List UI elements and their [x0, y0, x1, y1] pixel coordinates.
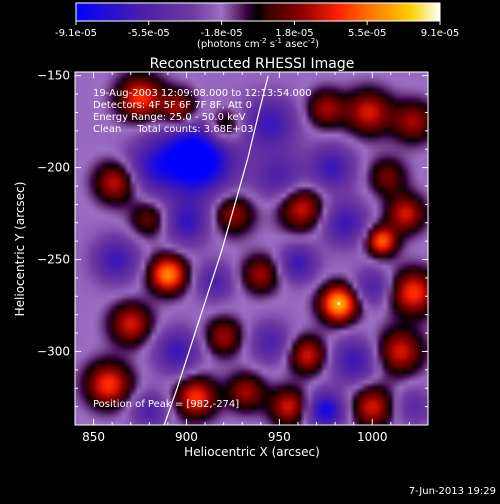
annotation-time-range: 19-Aug-2003 12:09:08.000 to 12:13:54.000	[93, 88, 312, 99]
colorbar-unit-label: (photons cm-2 s-1 asec-2)	[197, 37, 319, 50]
x-axis-label: Heliocentric X (arcsec)	[184, 445, 320, 459]
colorbar-tick-label: 9.1e-05	[421, 28, 459, 39]
y-tick-label: −250	[37, 253, 70, 267]
colorbar	[75, 2, 441, 22]
x-tick-label: 950	[268, 430, 291, 444]
colorbar-tick-label: 1.8e-05	[275, 28, 313, 39]
plot-frame	[74, 71, 429, 426]
x-tick-label: 850	[82, 430, 105, 444]
plot-timestamp: 7-Jun-2013 19:29	[409, 486, 496, 497]
y-tick-label: −150	[37, 69, 70, 83]
colorbar-ticks: -9.1e-05 -5.5e-05 -1.8e-05 1.8e-05 5.5e-05 9.…	[55, 21, 459, 39]
colorbar-tick-label: 5.5e-05	[348, 28, 386, 39]
y-axis-label: Heliocentric Y (arcsec)	[13, 182, 27, 317]
colorbar-tick-label: -9.1e-05	[55, 28, 97, 39]
colorbar-tick-label: -5.5e-05	[128, 28, 170, 39]
annotation-energy: Energy Range: 25.0 - 50.0 keV	[93, 112, 246, 123]
annotation-counts: Clean Total counts: 3.68E+03	[93, 124, 253, 135]
annotation-detectors: Detectors: 4F 5F 6F 7F 8F, Att 0	[93, 100, 252, 111]
chart-marks	[163, 75, 341, 426]
x-axis-ticks: 850 900 950 1000	[74, 72, 429, 444]
x-tick-label: 900	[175, 430, 198, 444]
heatmap-image	[75, 72, 428, 425]
y-tick-label: −300	[37, 344, 70, 358]
chart-title: Reconstructed RHESSI Image	[150, 56, 355, 72]
peak-marker	[337, 302, 341, 306]
y-axis-ticks: −150 −200 −250 −300	[37, 69, 428, 426]
y-tick-label: −200	[37, 161, 70, 175]
solar-limb-line	[163, 75, 269, 426]
peak-position-label: Position of Peak = [982,-274]	[93, 399, 239, 410]
colorbar-tick-label: -1.8e-05	[201, 28, 243, 39]
x-tick-label: 1000	[357, 430, 388, 444]
